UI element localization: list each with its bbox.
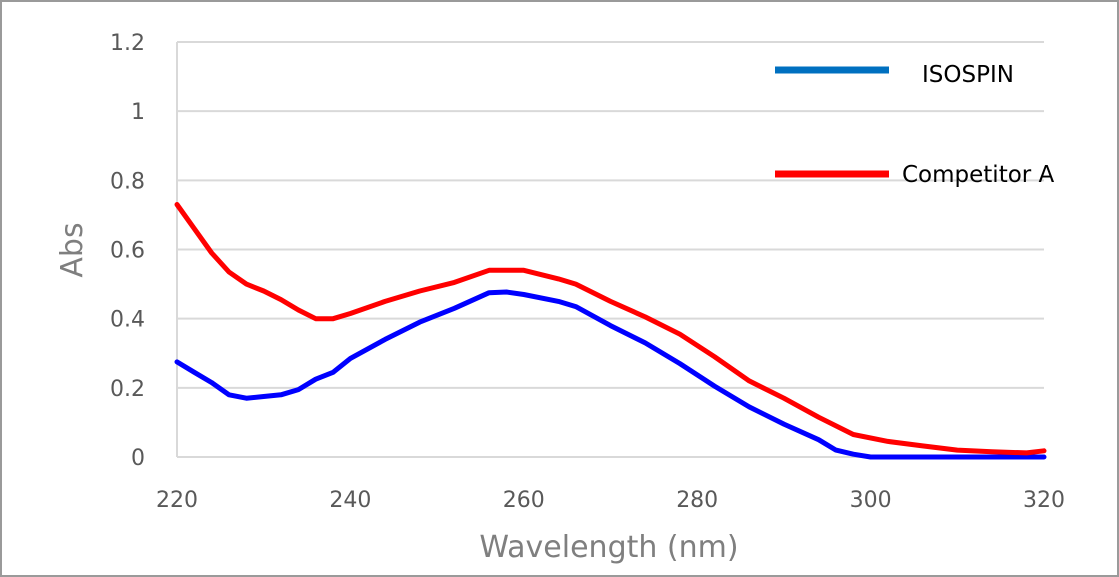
x-axis-label: Wavelength (nm) (479, 530, 738, 565)
legend-label-isospin: ISOSPIN (922, 62, 1014, 88)
x-tick-label: 320 (1023, 488, 1065, 513)
x-tick-label: 240 (329, 488, 371, 513)
x-tick-label: 220 (156, 488, 198, 513)
y-tick-label: 1 (131, 100, 145, 125)
y-tick-label: 0.6 (110, 239, 145, 264)
x-tick-label: 260 (503, 488, 545, 513)
x-tick-label: 280 (676, 488, 718, 513)
series-line-isospin (174, 289, 1047, 460)
y-tick-label: 0.2 (110, 377, 145, 402)
y-tick-label: 0.8 (110, 169, 145, 194)
y-tick-label: 0 (131, 446, 145, 471)
y-axis-label: Abs (55, 222, 90, 277)
series-line-competitor-a (174, 202, 1047, 456)
legend-label-competitor-a: Competitor A (902, 162, 1055, 188)
legend: ISOSPIN Competitor A (775, 62, 1055, 188)
x-tick-label: 300 (850, 488, 892, 513)
y-tick-label: 0.4 (110, 308, 145, 333)
y-tick-label: 1.2 (110, 31, 145, 56)
